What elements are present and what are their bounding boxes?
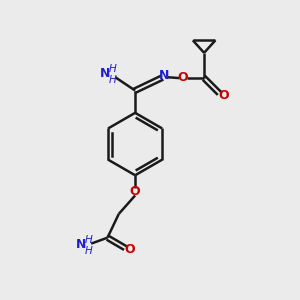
Text: H: H xyxy=(84,246,92,256)
Text: N: N xyxy=(158,69,169,82)
Text: O: O xyxy=(124,243,135,256)
Text: N: N xyxy=(100,67,111,80)
Text: O: O xyxy=(177,71,188,84)
Text: H: H xyxy=(108,64,116,74)
Text: N: N xyxy=(76,238,86,251)
Text: O: O xyxy=(218,88,229,101)
Text: O: O xyxy=(130,185,140,198)
Text: H: H xyxy=(108,75,116,85)
Text: H: H xyxy=(84,235,92,245)
